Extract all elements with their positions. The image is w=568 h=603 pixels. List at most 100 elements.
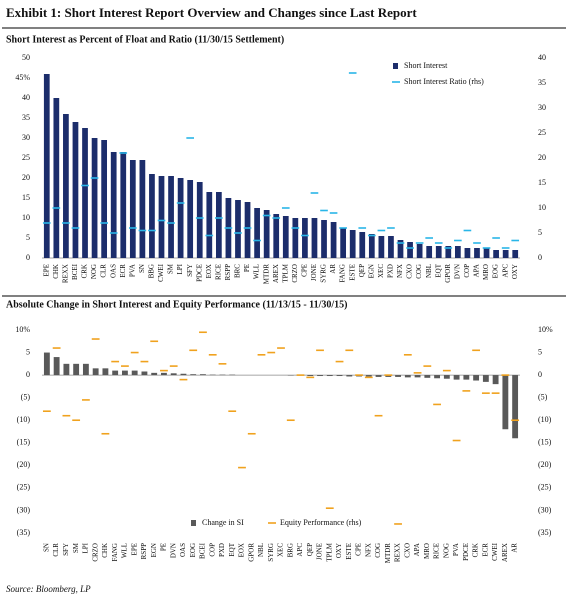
y2-tick-label: (30) (538, 505, 552, 514)
bar (512, 250, 519, 258)
bar (63, 363, 70, 376)
bar (326, 375, 333, 377)
x-tick-label: DVN (453, 264, 461, 279)
y2-tick-label: 20 (538, 153, 546, 162)
x-tick-label: SN (138, 264, 146, 273)
legend-label: Short Interest Ratio (rhs) (404, 77, 484, 86)
bar (321, 220, 327, 258)
x-tick-label: NOG (442, 543, 450, 558)
bar (407, 242, 413, 258)
y-tick-label: 20 (22, 173, 30, 182)
x-tick-label: REXX (62, 264, 70, 283)
legend-swatch (191, 520, 196, 526)
bar (492, 375, 499, 385)
bar (177, 178, 184, 258)
bar (483, 248, 490, 258)
x-tick-label: RICE (433, 543, 441, 559)
bar (349, 230, 356, 258)
x-tick-label: BCEI (199, 542, 207, 559)
x-tick-label: AREX (501, 543, 509, 562)
x-tick-label: MRO (423, 543, 431, 559)
y-tick-label: (25) (17, 483, 31, 492)
x-tick-label: QEP (306, 543, 314, 556)
bar (378, 236, 385, 258)
bar (120, 152, 127, 258)
bar (426, 246, 433, 258)
bar (244, 202, 251, 258)
x-tick-label: EOG (189, 543, 197, 557)
x-tick-label: BRC (234, 264, 242, 278)
y-tick-label: (10) (17, 415, 31, 424)
bar (388, 236, 394, 258)
y-tick-label: (15) (17, 438, 31, 447)
bar (187, 180, 194, 258)
y2-tick-label: 25 (538, 128, 546, 137)
bar (365, 375, 372, 377)
bar (112, 370, 119, 376)
bar (330, 222, 337, 258)
bar (434, 375, 441, 379)
y-tick-label: (5) (21, 392, 31, 401)
bar (82, 363, 89, 376)
y-tick-label: 30 (22, 133, 30, 142)
bar (414, 375, 421, 378)
x-tick-label: SFY (62, 543, 70, 556)
bar (53, 357, 60, 376)
bar (273, 214, 280, 258)
y-tick-label: 0 (26, 253, 30, 262)
bar (307, 375, 314, 377)
bar (91, 138, 98, 258)
bar (92, 368, 99, 376)
source-note: Source: Bloomberg, LP (6, 584, 91, 594)
y-tick-label: 35 (22, 113, 30, 122)
x-tick-label: PE (243, 264, 251, 272)
x-tick-label: RSPP (140, 543, 148, 559)
x-tick-label: ESTE (348, 264, 356, 281)
bar (385, 375, 392, 377)
y2-tick-label: (20) (538, 460, 552, 469)
x-tick-label: GPOR (247, 543, 255, 562)
chart-title: Absolute Change in Short Interest and Eq… (6, 299, 347, 310)
bar (336, 375, 343, 377)
x-tick-label: EGN (367, 264, 375, 278)
bar (311, 218, 318, 258)
bar (445, 246, 452, 258)
x-tick-label: BBG (148, 264, 156, 278)
bar (502, 375, 509, 430)
bar (464, 248, 471, 258)
bar (131, 370, 138, 376)
x-tick-label: EPE (42, 264, 50, 276)
bar (395, 375, 401, 377)
x-tick-label: ESTE (345, 543, 353, 560)
x-tick-label: LPI (82, 542, 90, 553)
x-tick-label: EOX (238, 543, 246, 557)
y-tick-label: 10 (22, 213, 30, 222)
bar (73, 363, 80, 376)
x-tick-label: TPLM (281, 263, 289, 282)
bar (215, 192, 222, 258)
bar (121, 370, 128, 376)
bar (190, 374, 197, 376)
bar (235, 200, 241, 258)
y-tick-label: 0 (26, 370, 30, 379)
y2-tick-label: 40 (538, 53, 546, 62)
bar (141, 371, 148, 376)
bar (282, 216, 289, 258)
y2-tick-label: 5 (538, 347, 542, 356)
bar (149, 174, 155, 258)
bar (368, 234, 375, 258)
x-tick-label: QEP (358, 264, 366, 277)
x-tick-label: OAS (109, 264, 117, 278)
x-tick-label: COP (208, 543, 216, 557)
bar (435, 246, 442, 258)
y2-tick-label: (15) (538, 438, 552, 447)
bar (473, 375, 480, 381)
x-tick-label: PE (160, 543, 168, 551)
bar (453, 375, 460, 380)
bar (424, 375, 431, 378)
bar (168, 176, 174, 258)
x-tick-label: EOX (205, 264, 213, 278)
x-tick-label: NBL (257, 543, 265, 557)
x-tick-label: LPI (176, 263, 184, 274)
